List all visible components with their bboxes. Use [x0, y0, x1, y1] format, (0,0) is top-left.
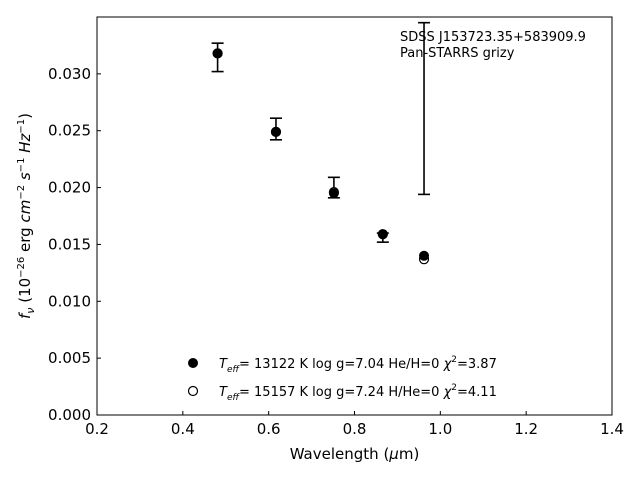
legend-label: Teff= 13122 K log g=7.04 He/H=0 χ2=3.87 [219, 355, 497, 375]
y-tick-label: 0.010 [48, 292, 91, 310]
x-axis-label: Wavelength (μm) [290, 445, 420, 463]
y-tick-label: 0.025 [48, 122, 91, 140]
x-tick-label: 1.0 [428, 420, 452, 438]
x-tick-label: 1.2 [514, 420, 538, 438]
x-tick-label: 0.6 [257, 420, 281, 438]
y-tick-label: 0.020 [48, 179, 91, 197]
annotation-label: Pan-STARRS grizy [400, 46, 515, 61]
legend-marker-open [187, 385, 199, 397]
filled-circle-point [419, 250, 430, 261]
filled-circle-point [377, 229, 388, 240]
x-tick-label: 0.8 [343, 420, 367, 438]
x-tick-label: 1.4 [600, 420, 624, 438]
annotation-label: SDSS J153723.35+583909.9 [400, 30, 586, 45]
y-tick-label: 0.000 [48, 406, 91, 424]
y-tick-label: 0.030 [48, 65, 91, 83]
filled-circle-point [212, 48, 223, 59]
legend-label: Teff= 15157 K log g=7.24 H/He=0 χ2=4.11 [219, 383, 497, 403]
filled-circle-point [270, 126, 281, 137]
plot-area: 0.2 0.4 0.6 0.8 1.0 1.2 1.4 0.000 0.005 0.010 0.01… [16, 16, 624, 463]
y-tick-label: 0.015 [48, 235, 91, 253]
y-tick-label: 0.005 [48, 349, 91, 367]
x-tick-label: 0.2 [85, 420, 109, 438]
y-axis-label: fν (10−26 erg cm−2 s−1 Hz−1) [16, 113, 37, 319]
axes-frame [96, 16, 613, 416]
x-tick-label: 0.4 [171, 420, 195, 438]
filled-circle-point [328, 188, 339, 199]
legend-marker-filled [188, 358, 198, 368]
